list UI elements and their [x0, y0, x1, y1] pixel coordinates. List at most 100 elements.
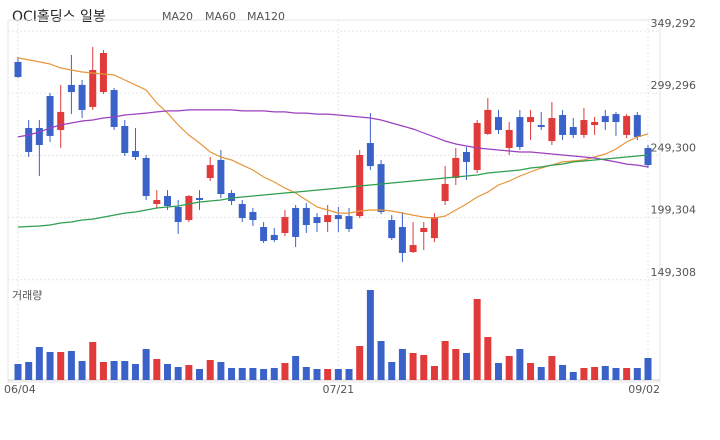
volume-bar	[67, 351, 75, 380]
candle-body	[131, 151, 139, 157]
volume-bar	[559, 365, 567, 380]
volume-bar	[14, 364, 22, 380]
volume-bar	[484, 337, 492, 380]
candle-body	[569, 126, 577, 135]
candle-body	[260, 227, 268, 242]
volume-bar	[185, 365, 193, 380]
volume-bar	[409, 353, 417, 380]
x-tick-label: 06/04	[4, 383, 36, 396]
volume-bar	[388, 362, 396, 380]
candle-body	[559, 115, 567, 135]
candle-body	[430, 217, 438, 239]
volume-bar	[131, 364, 139, 380]
volume-bar	[516, 349, 524, 380]
candle-body	[302, 207, 310, 226]
volume-bar	[644, 358, 652, 380]
candle-body	[334, 215, 342, 220]
candle-body	[462, 151, 470, 162]
volume-bar	[228, 368, 236, 380]
candle-body	[537, 124, 545, 127]
volume-bar	[334, 369, 342, 380]
volume-bar	[238, 368, 246, 380]
volume-bar	[302, 367, 310, 380]
candle-body	[46, 96, 54, 136]
volume-bar	[153, 359, 161, 380]
moving-average-line	[17, 57, 649, 219]
candle-body	[495, 117, 503, 130]
candle-body	[345, 216, 353, 230]
candle-body	[633, 115, 641, 137]
volume-bar	[591, 367, 599, 380]
candle-body	[388, 220, 396, 239]
candle-body	[228, 193, 236, 202]
volume-bar	[196, 369, 204, 380]
y-tick-label: 299,296	[651, 79, 697, 92]
y-tick-label: 349,292	[651, 17, 697, 30]
volume-bar	[99, 362, 107, 380]
volume-bar	[292, 356, 300, 380]
candle-body	[67, 84, 75, 93]
volume-bar	[249, 368, 257, 380]
volume-bar	[452, 349, 460, 380]
volume-bar	[356, 346, 364, 380]
candle-body	[452, 157, 460, 178]
candle-body	[591, 122, 599, 125]
volume-bar	[398, 349, 406, 380]
candle-body	[527, 117, 535, 123]
plot-frame	[7, 19, 661, 383]
candle-body	[324, 215, 332, 223]
candle-body	[281, 217, 289, 233]
candle-body	[270, 234, 278, 241]
volume-bar	[505, 356, 513, 380]
volume-bar	[420, 355, 428, 380]
candle-body	[110, 90, 118, 127]
volume-bar	[569, 372, 577, 380]
volume-bar	[623, 368, 631, 380]
candle-body	[484, 109, 492, 134]
candle-body	[163, 196, 171, 206]
volume-bar	[366, 290, 374, 380]
volume-bar	[495, 363, 503, 380]
volume-bar	[206, 360, 214, 380]
candle-body	[409, 245, 417, 253]
volume-bar	[462, 353, 470, 380]
volume-bar	[89, 342, 97, 380]
candle-body	[249, 211, 257, 221]
y-tick-label: 199,304	[651, 204, 697, 217]
volume-bar	[313, 369, 321, 380]
candle-body	[377, 164, 385, 212]
candle-body	[206, 165, 214, 178]
volume-bar	[430, 366, 438, 380]
volume-bar	[217, 362, 225, 380]
volume-bar	[281, 363, 289, 380]
candle-body	[89, 70, 97, 107]
volume-bar	[580, 368, 588, 380]
legend-entry: MA120	[247, 10, 285, 23]
candle-body	[505, 129, 513, 149]
volume-bar	[78, 361, 86, 380]
volume-bar	[548, 356, 556, 380]
candle-body	[601, 116, 609, 123]
candle-body	[366, 143, 374, 167]
volume-bar	[174, 367, 182, 380]
volume-bar	[345, 369, 353, 380]
volume-bar	[633, 368, 641, 380]
candle-body	[441, 183, 449, 202]
moving-average-line	[17, 109, 649, 168]
candle-body	[420, 228, 428, 232]
x-tick-label: 07/21	[322, 383, 354, 396]
volume-bar	[612, 368, 620, 380]
volume-bar	[25, 362, 33, 380]
candle-body	[185, 196, 193, 221]
volume-bar	[270, 368, 278, 380]
candle-body	[14, 61, 22, 77]
volume-bar	[35, 347, 43, 380]
candle-body	[473, 123, 481, 171]
chart-title: OCI홀딩스 일봉	[12, 9, 106, 25]
volume-bar	[110, 361, 118, 380]
y-tick-label: 249,300	[651, 141, 697, 154]
volume-label: 거래량	[12, 289, 42, 302]
y-tick-label: 149,308	[651, 266, 697, 279]
volume-bar	[163, 364, 171, 380]
